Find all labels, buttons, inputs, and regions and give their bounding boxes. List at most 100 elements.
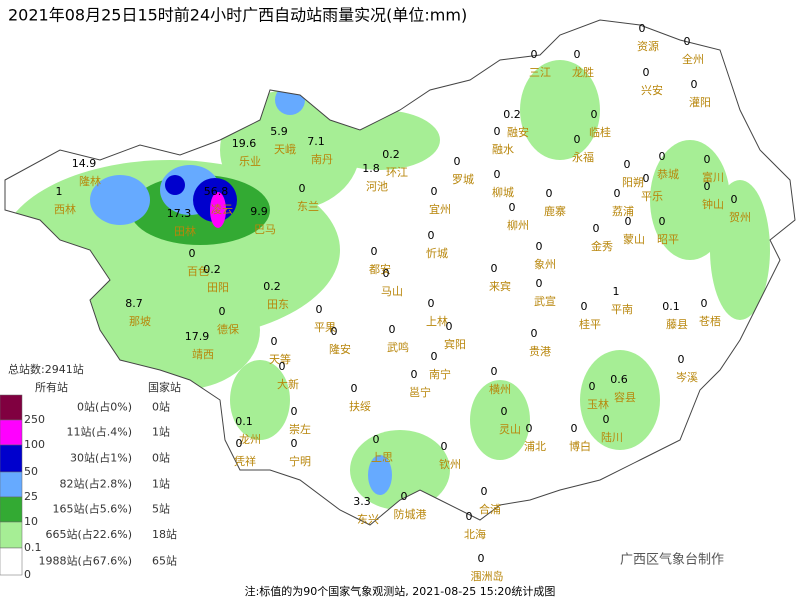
station-value: 0.2: [382, 148, 400, 161]
legend-threshold: 25: [24, 490, 38, 503]
legend-all-count: 665站(占22.6%): [45, 527, 132, 541]
station-name: 田东: [267, 298, 289, 311]
station-value: 14.9: [72, 157, 97, 170]
station-name: 贺州: [729, 211, 751, 224]
station-value: 0: [639, 22, 646, 35]
station-name: 贵港: [529, 345, 551, 358]
station-value: 0: [501, 405, 508, 418]
station-name: 昭平: [657, 233, 679, 246]
station-value: 0: [481, 485, 488, 498]
station-value: 0.1: [235, 415, 253, 428]
station-value: 0: [526, 422, 533, 435]
station-value: 0: [351, 382, 358, 395]
station-value: 0: [704, 180, 711, 193]
station-name: 永福: [572, 150, 594, 164]
station-name: 凌云: [211, 202, 233, 216]
station-value: 0.6: [610, 373, 628, 386]
station-value: 0: [589, 380, 596, 393]
station-name: 邕宁: [409, 385, 431, 399]
station-value: 0: [546, 187, 553, 200]
station-name: 平乐: [641, 190, 663, 203]
station-value: 0: [643, 172, 650, 185]
station-name: 南丹: [311, 153, 333, 166]
station-value: 7.1: [307, 135, 325, 148]
station-name: 北海: [464, 527, 486, 541]
station-value: 0: [491, 262, 498, 275]
station-name: 乐业: [239, 155, 261, 168]
station-name: 龙州: [239, 433, 261, 446]
legend-swatch: [0, 471, 23, 498]
station-value: 56.8: [204, 185, 229, 198]
station-name: 浦北: [524, 440, 546, 453]
legend-national-count: 1站: [152, 425, 170, 439]
legend-national-count: 18站: [152, 527, 177, 541]
station-name: 灵山: [499, 423, 521, 436]
station-value: 3.3: [353, 495, 371, 508]
station-name: 扶绥: [349, 399, 371, 413]
legend-threshold: 0: [24, 568, 31, 581]
station-value: 0: [236, 437, 243, 450]
station-name: 百色: [187, 264, 209, 278]
station-name: 苍梧: [699, 314, 721, 328]
station-value: 0: [478, 552, 485, 565]
station-name: 东兴: [357, 513, 379, 526]
legend-swatch: [0, 547, 23, 576]
station-name: 隆安: [329, 342, 351, 356]
station-value: 0: [401, 490, 408, 503]
station-name: 凭祥: [234, 454, 256, 468]
station-name: 东兰: [297, 200, 319, 213]
legend-swatch: [0, 496, 23, 523]
station-name: 河池: [366, 180, 388, 193]
credit: 广西区气象台制作: [620, 552, 724, 568]
station-name: 武鸣: [387, 340, 409, 354]
station-value: 0: [678, 353, 685, 366]
station-value: 9.9: [250, 205, 268, 218]
station-name: 来宾: [489, 279, 511, 293]
station-value: 0: [299, 182, 306, 195]
station-name: 恭城: [657, 168, 679, 181]
station-value: 0: [643, 66, 650, 79]
legend-swatch: [0, 419, 23, 446]
legend-swatch: [0, 394, 23, 421]
station-name: 龙胜: [572, 65, 594, 79]
station-name: 那坡: [129, 315, 151, 328]
station-name: 藤县: [666, 318, 688, 331]
station-name: 宜州: [429, 202, 451, 216]
station-name: 柳州: [507, 218, 529, 232]
legend-all-count: 0站(占0%): [77, 400, 132, 414]
station-value: 0: [574, 48, 581, 61]
station-value: 0: [593, 222, 600, 235]
legend-all-count: 1988站(占67.6%): [38, 554, 132, 568]
station-value: 0: [431, 185, 438, 198]
station-name: 融安: [507, 125, 529, 139]
legend-all-count: 30站(占1%): [70, 451, 132, 465]
station-value: 0: [389, 323, 396, 336]
station-value: 0: [411, 368, 418, 381]
station-value: 0: [704, 153, 711, 166]
station-value: 0: [571, 422, 578, 435]
station-value: 0: [331, 325, 338, 338]
station-value: 0: [441, 440, 448, 453]
station-name: 宾阳: [444, 337, 466, 351]
station-value: 0: [189, 247, 196, 260]
station-value: 1.8: [362, 162, 380, 175]
station-value: 0.2: [263, 280, 281, 293]
station-value: 0: [591, 108, 598, 121]
station-value: 0.2: [203, 263, 221, 276]
station-value: 0.1: [662, 300, 680, 313]
legend-threshold: 250: [24, 413, 45, 426]
station-value: 0: [431, 350, 438, 363]
station-name: 蒙山: [623, 233, 645, 246]
station-value: 1: [56, 185, 63, 198]
station-value: 0: [373, 433, 380, 446]
station-value: 0: [536, 240, 543, 253]
legend-national-count: 0站: [152, 400, 170, 414]
legend-threshold: 50: [24, 465, 38, 478]
station-name: 临桂: [589, 125, 611, 139]
station-value: 17.9: [185, 330, 210, 343]
station-name: 鹿寨: [544, 204, 566, 218]
legend-swatch: [0, 444, 23, 473]
station-name: 柳城: [492, 185, 514, 199]
station-name: 兴安: [641, 83, 663, 97]
station-name: 三江: [529, 66, 551, 79]
